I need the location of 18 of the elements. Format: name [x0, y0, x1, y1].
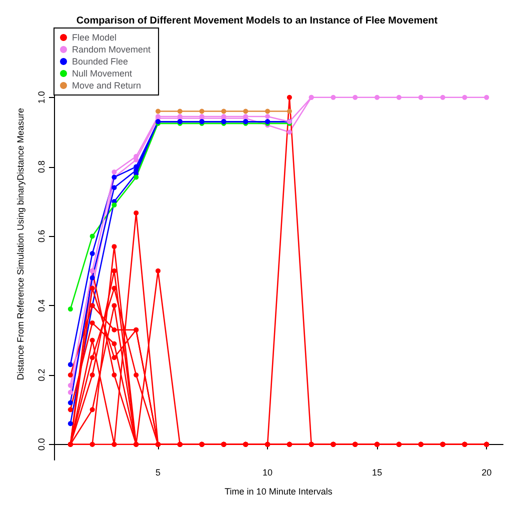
x-tick-label: 20 — [482, 468, 492, 478]
legend-label: Null Movement — [72, 68, 133, 78]
y-tick-label: 0.8 — [36, 160, 46, 174]
legend-label: Bounded Flee — [72, 56, 128, 66]
legend-label: Flee Model — [72, 32, 117, 42]
y-tick-label: 1.0 — [36, 91, 46, 104]
x-axis-title: Time in 10 Minute Intervals — [224, 486, 333, 496]
x-tick-label: 15 — [372, 468, 382, 478]
chart-title: Comparison of Different Movement Models to an Instance of Flee Movement — [76, 16, 438, 26]
legend-label: Move and Return — [72, 80, 142, 90]
y-tick-label: 0.4 — [36, 299, 46, 312]
y-tick-label: 0.0 — [36, 438, 46, 451]
y-tick-label: 0.2 — [36, 368, 46, 382]
legend-label: Random Movement — [72, 44, 152, 54]
x-tick-label: 5 — [156, 468, 161, 478]
x-tick-label: 10 — [262, 468, 273, 478]
y-tick-label: 0.6 — [36, 230, 46, 242]
y-axis-title: Distance From Reference Simulation Using binaryDistance Measure — [16, 108, 26, 380]
